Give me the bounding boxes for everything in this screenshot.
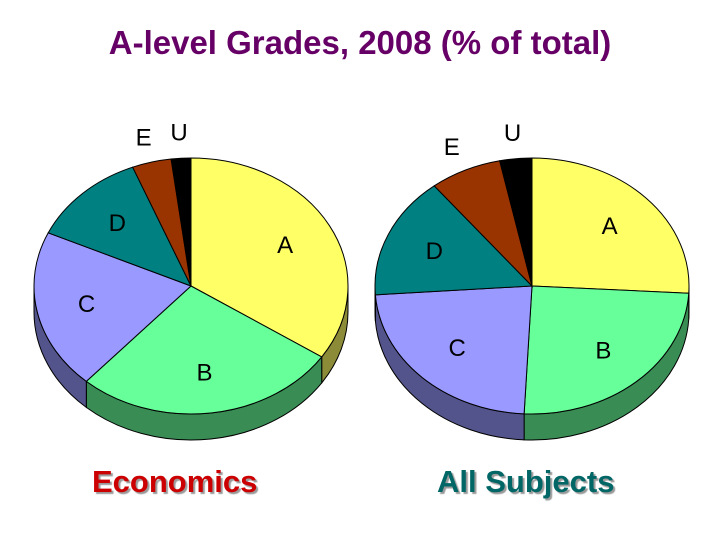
slice-label-c: C bbox=[78, 291, 95, 318]
slice-label-a: A bbox=[277, 232, 293, 259]
pie-slice-u bbox=[170, 157, 192, 287]
slice-label-b: B bbox=[595, 338, 611, 365]
slice-label-b: B bbox=[197, 359, 213, 386]
slice-label-a: A bbox=[602, 213, 618, 240]
pie-economics: A B C D E U bbox=[33, 120, 349, 441]
pie-slice-b bbox=[523, 285, 690, 415]
slice-label-c: C bbox=[449, 335, 466, 362]
pie-slice-c bbox=[33, 232, 192, 383]
chart-caption-all-subjects: All Subjects bbox=[437, 464, 615, 499]
pie-slice-a bbox=[531, 157, 690, 294]
pie-slice-b bbox=[85, 285, 323, 415]
slice-label-u: U bbox=[504, 120, 521, 147]
pie-slice-d bbox=[47, 166, 193, 287]
pie-slice-c bbox=[374, 285, 533, 415]
slice-label-e: E bbox=[444, 134, 460, 161]
slice-label-e: E bbox=[136, 124, 152, 151]
pie-slice-u bbox=[499, 157, 533, 287]
page-title: A-level Grades, 2008 (% of total) bbox=[108, 24, 612, 61]
chart-caption-economics: Economics bbox=[92, 464, 258, 499]
slice-label-u: U bbox=[170, 120, 187, 147]
slice-label-d: D bbox=[426, 238, 443, 265]
pie-slice-d bbox=[374, 185, 534, 296]
slice-label-d: D bbox=[109, 210, 126, 237]
pie-all-subjects: A B C D E U bbox=[374, 120, 690, 441]
